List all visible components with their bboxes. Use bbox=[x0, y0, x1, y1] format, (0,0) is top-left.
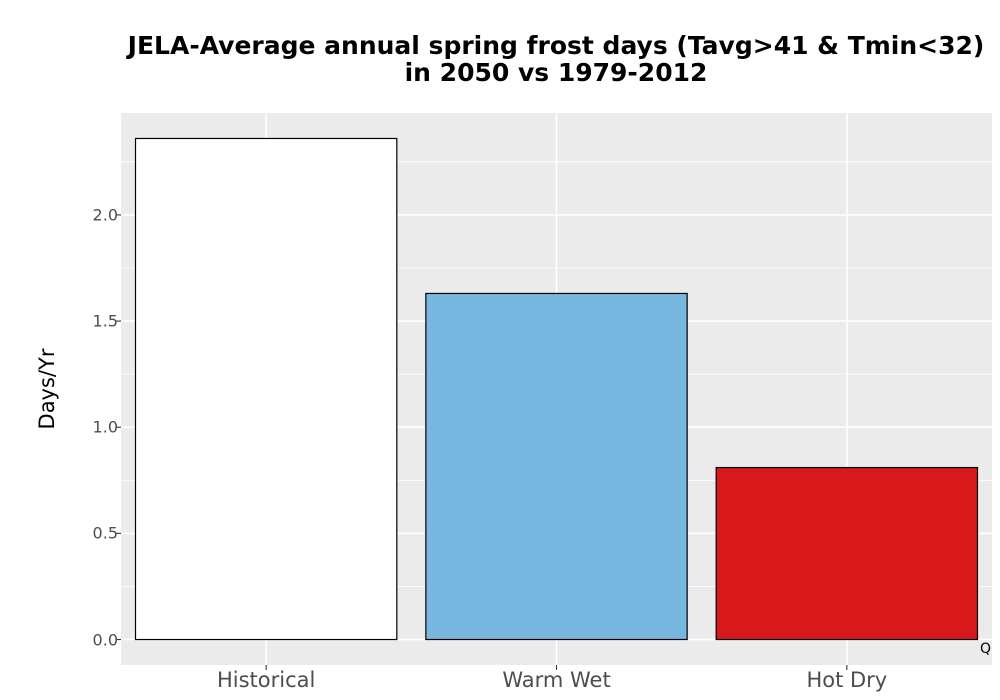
corner-note: Q bbox=[980, 641, 992, 657]
chart-title: JELA-Average annual spring frost days (T… bbox=[100, 32, 1000, 86]
bar-hot-dry bbox=[715, 466, 979, 641]
bar-warm-wet bbox=[425, 292, 688, 641]
y-tick-label: 1.0 bbox=[92, 417, 118, 437]
bar-historical bbox=[134, 137, 398, 641]
chart-title-line-2: in 2050 vs 1979-2012 bbox=[404, 58, 708, 87]
y-tick-label: 1.5 bbox=[92, 311, 118, 331]
x-tick-label: Historical bbox=[216, 668, 316, 692]
x-tick-label: Hot Dry bbox=[806, 668, 888, 692]
chart-title-line-1: JELA-Average annual spring frost days (T… bbox=[127, 31, 985, 60]
y-tick-label: 2.0 bbox=[92, 205, 118, 225]
y-tick-label: 0.0 bbox=[92, 630, 118, 650]
x-tick-label: Warm Wet bbox=[502, 668, 611, 692]
y-tick-label: 0.5 bbox=[92, 523, 118, 543]
